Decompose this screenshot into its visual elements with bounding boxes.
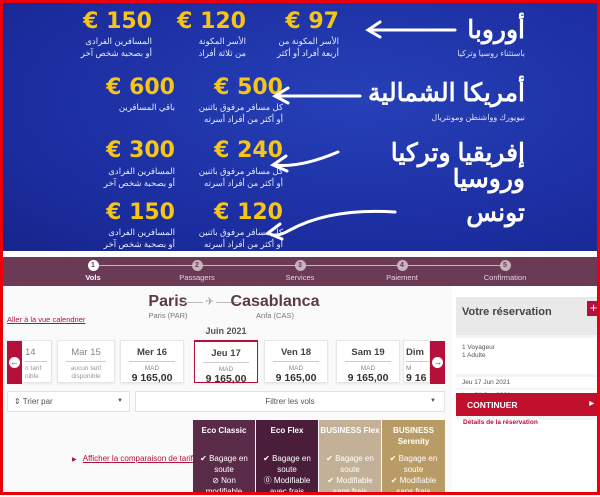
step-confirmation[interactable]: 5 Confirmation (483, 260, 527, 282)
fare-eco-classic[interactable]: Eco Classic ✔ Bagage en soute ⊘ Non modifi… (193, 420, 255, 496)
price-note: باقي المسافرين (118, 102, 175, 112)
step-passagers[interactable]: 2 Passagers (179, 260, 215, 282)
booking-details-link[interactable]: Détails de la réservation (463, 419, 538, 426)
price: 600 € (106, 75, 175, 100)
date-card[interactable]: Mer 16 MAD 9 165,00 (120, 340, 184, 384)
reservation-title: Votre réservation (462, 306, 552, 318)
date-card[interactable]: Mar 15 aucun tarif disponible (57, 340, 115, 383)
price-note: الأسر المكونة من ثلاثة أفراد (198, 36, 246, 58)
calendar-view-link[interactable]: Aller à la vue calendrier (7, 315, 86, 324)
caret-down-icon: ▼ (430, 398, 436, 404)
destination: Casablanca Anfa (CAS) (230, 293, 320, 320)
next-dates-button[interactable]: → (430, 341, 445, 384)
price: 120 € (214, 200, 283, 225)
sort-icon: ⇕ (14, 397, 23, 406)
step-paiement[interactable]: 4 Paiement (386, 260, 418, 282)
price-note: المسافرين الفرادى أو بصحبة شخص آخر (103, 227, 175, 249)
filter-select[interactable]: Filtrer les vols ▼ (135, 391, 445, 412)
month-label: Juin 2021 (205, 326, 247, 336)
price-note: كل مسافر مرفوق باثنين أو أكثر من أفراد أس… (198, 102, 283, 124)
price-note: كل مسافر مرفوق باثنين أو أكثر من أفراد أس… (198, 166, 283, 188)
step-services[interactable]: 3 Services (285, 260, 315, 282)
caret-right-icon: ▶ (72, 457, 79, 463)
arrow-left-icon: ← (9, 357, 20, 368)
compare-fares-link[interactable]: ▶ Afficher la comparaison de tarif (72, 454, 193, 463)
caret-right-icon: ▶ (589, 401, 594, 407)
sort-select[interactable]: ⇕ Trier par ▼ (7, 391, 130, 412)
arrow-icons (0, 0, 600, 251)
promo-banner: أوروبا باستثناء روسيا وتركيا 97 € الأسر … (0, 0, 600, 251)
origin: Paris Paris (PAR) (148, 293, 188, 320)
date-card[interactable]: Dim M 9 16 (403, 340, 430, 384)
region-title: تونس (466, 199, 525, 227)
booking-stepper: 1 Vols 2 Passagers 3 Services 4 Paiement 5 Co… (0, 257, 600, 286)
region-title: أمريكا الشمالية (368, 79, 525, 107)
continue-button[interactable]: CONTINUER ▶ (456, 393, 600, 416)
reservation-header: Votre réservation + (456, 297, 600, 335)
date-card-selected[interactable]: Jeu 17 MAD 9 165,00 (194, 340, 258, 385)
fare-eco-flex[interactable]: Eco Flex ✔ Bagage en soute ⓪ Modifiable av… (256, 420, 318, 496)
price: 150 € (106, 200, 175, 225)
fare-business-flex[interactable]: BUSINESS Flex ✔ Bagage en soute ✔ Modifiab… (319, 420, 381, 496)
prev-dates-button[interactable]: ← (7, 341, 22, 384)
price: 300 € (106, 138, 175, 163)
price-note: الأسر المكونة من أربعة أفراد أو أكثر (277, 36, 339, 58)
price-note: المسافرين الفرادى أو بصحبة شخص آخر (80, 36, 152, 58)
fare-business-serenity[interactable]: BUSINESS Serenity ✔ Bagage en soute ✔ Modi… (382, 420, 445, 496)
region-title: أوروبا (467, 16, 525, 44)
step-vols[interactable]: 1 Vols (85, 260, 101, 282)
arrow-right-icon: → (432, 357, 443, 368)
plane-icon: ✈ (203, 295, 217, 308)
caret-down-icon: ▼ (117, 398, 123, 404)
date-card[interactable]: Ven 18 MAD 9 165,00 (264, 340, 328, 384)
region-title: إفريقيا وتركيا وروسيا (390, 139, 525, 193)
price: 240 € (214, 138, 283, 163)
outbound-date: Jeu 17 Jun 2021 (456, 377, 600, 388)
price: 97 € (285, 9, 339, 34)
expand-plus-icon[interactable]: + (587, 301, 600, 316)
region-subtitle: نيويورك وواشنطن ومونتريال (431, 113, 525, 122)
price-note: المسافرين الفرادى أو بصحبة شخص آخر (103, 166, 175, 188)
region-subtitle: باستثناء روسيا وتركيا (457, 49, 525, 58)
date-card[interactable]: Sam 19 MAD 9 165,00 (336, 340, 400, 384)
price: 120 € (177, 9, 246, 34)
price-note: كل مسافر مرفوق باثنين أو أكثر من أفراد أس… (198, 227, 283, 249)
price: 150 € (83, 9, 152, 34)
